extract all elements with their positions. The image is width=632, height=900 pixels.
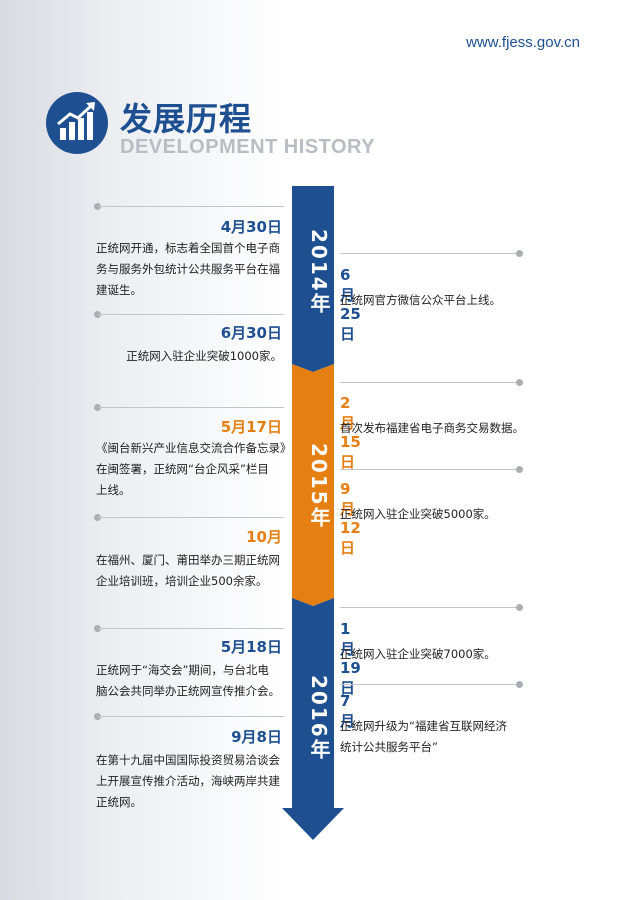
event-date: 1月19日	[340, 620, 361, 697]
event-text: 正统网升级为“福建省互联网经济 统计公共服务平台”	[340, 719, 507, 754]
event-text: 正统网开通，标志着全国首个电子商 务与服务外包统计公共服务平台在福 建诞生。	[96, 241, 280, 297]
timeline-line	[340, 684, 518, 685]
timeline-dot	[94, 514, 101, 521]
timeline-dot	[516, 604, 523, 611]
event-date: 2月15日	[340, 394, 361, 471]
timeline-dot	[516, 466, 523, 473]
page-title: 发展历程	[120, 100, 253, 138]
event-date: 10月	[246, 528, 282, 546]
event-text: 正统网官方微信公众平台上线。	[340, 293, 501, 307]
growth-chart-icon	[46, 92, 108, 154]
timeline-line	[98, 314, 284, 315]
year-label-2016: 2016年	[307, 675, 331, 761]
timeline-dot	[94, 311, 101, 318]
event-date: 5月18日	[220, 638, 282, 656]
event-text: 正统网于“海交会”期间，与台北电 脑公会共同举办正统网宣传推介会。	[96, 663, 280, 698]
page-subtitle: DEVELOPMENT HISTORY	[120, 136, 376, 158]
event-date: 6月25日	[340, 266, 361, 343]
event-date: 7月	[340, 692, 356, 730]
event-text: 在第十九届中国国际投资贸易洽谈会 上开展宣传推介活动，海峡两岸共建 正统网。	[96, 753, 280, 809]
event-date: 4月30日	[220, 218, 282, 236]
year-segment-2015	[292, 364, 334, 606]
timeline-line	[340, 469, 518, 470]
event-text: 《闽台新兴产业信息交流合作备忘录》 在闽签署，正统网“台企风采”栏目 上线。	[96, 441, 292, 497]
event-text: 正统网入驻企业突破7000家。	[340, 647, 496, 661]
event-text: 正统网入驻企业突破1000家。	[126, 349, 282, 363]
timeline-dot	[516, 250, 523, 257]
year-label-2015: 2015年	[307, 443, 331, 529]
timeline-line	[340, 253, 518, 254]
event-text: 首次发布福建省电子商务交易数据。	[340, 421, 524, 435]
timeline-line	[98, 206, 284, 207]
timeline-dot	[516, 379, 523, 386]
year-segment-2016	[282, 598, 344, 840]
timeline-line	[340, 382, 518, 383]
year-label-2014: 2014年	[307, 229, 331, 315]
timeline-line	[98, 716, 284, 717]
timeline-dot	[94, 625, 101, 632]
event-text: 正统网入驻企业突破5000家。	[340, 507, 496, 521]
timeline-line	[98, 628, 284, 629]
timeline-line	[340, 607, 518, 608]
website-url[interactable]: www.fjess.gov.cn	[466, 34, 580, 51]
timeline-dot	[94, 713, 101, 720]
event-date: 9月8日	[231, 728, 282, 746]
event-date: 5月17日	[220, 418, 282, 436]
timeline-dot	[94, 203, 101, 210]
event-date: 9月12日	[340, 480, 361, 557]
timeline-line	[98, 517, 284, 518]
year-segment-2014	[292, 186, 334, 372]
event-text: 在福州、厦门、莆田举办三期正统网 企业培训班，培训企业500余家。	[96, 553, 280, 588]
timeline-line	[98, 407, 284, 408]
event-date: 6月30日	[220, 324, 282, 342]
timeline-dot	[94, 404, 101, 411]
timeline-dot	[516, 681, 523, 688]
